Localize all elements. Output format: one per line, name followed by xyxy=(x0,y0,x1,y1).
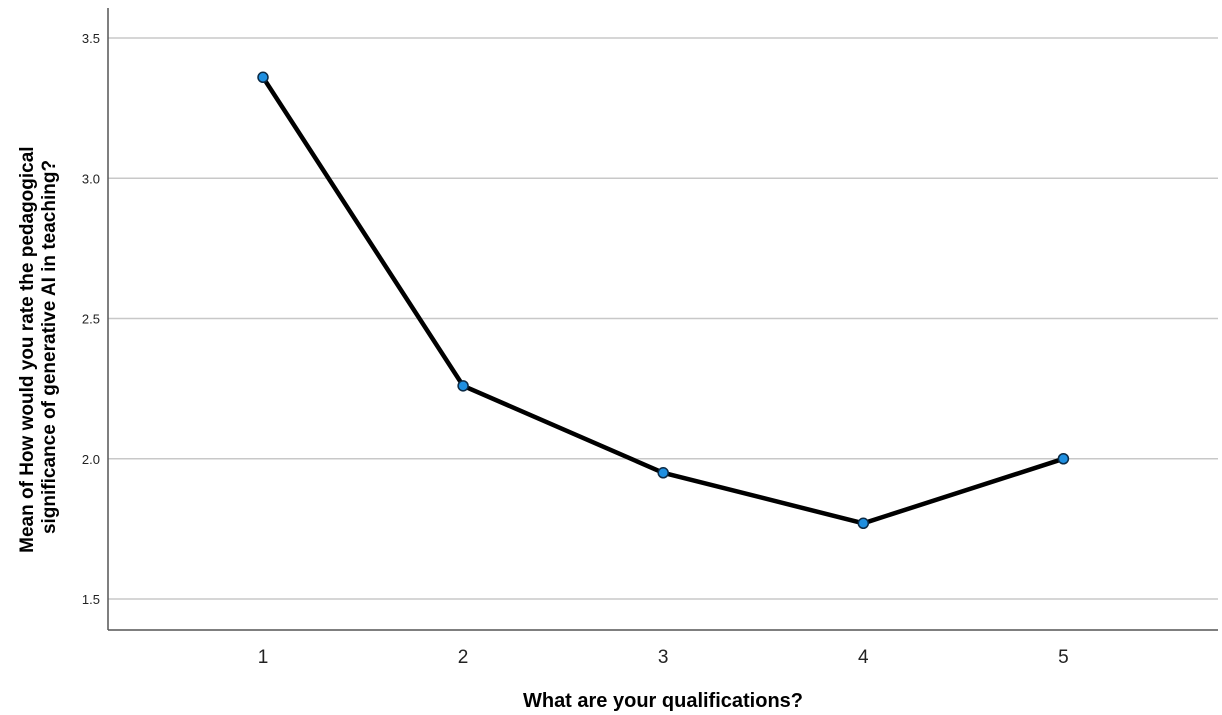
y-tick-labels: 1.5 2.0 2.5 3.0 3.5 xyxy=(82,31,100,607)
series-line-0 xyxy=(260,75,1066,526)
data-point-2 xyxy=(457,380,469,392)
series xyxy=(260,75,1066,526)
data-point-1 xyxy=(257,71,269,84)
x-tick-label-2: 2 xyxy=(458,647,469,668)
x-tick-label-1: 1 xyxy=(258,647,269,668)
data-point-5 xyxy=(1057,453,1070,465)
data-points xyxy=(257,71,1070,530)
y-tick-label-3.0: 3.0 xyxy=(82,171,100,186)
gridlines xyxy=(108,37,1218,600)
y-tick-label-2.0: 2.0 xyxy=(82,452,100,467)
data-point-3 xyxy=(657,467,669,479)
data-point-4 xyxy=(857,517,870,530)
y-tick-label-2.5: 2.5 xyxy=(82,312,100,327)
x-tick-label-4: 4 xyxy=(858,647,869,668)
x-tick-label-3: 3 xyxy=(658,647,669,668)
axes xyxy=(107,8,1218,631)
x-axis-title: What are your qualifications? xyxy=(523,690,803,712)
y-axis-title-line-1: Mean of How would you rate the pedagogic… xyxy=(17,146,38,552)
y-tick-label-1.5: 1.5 xyxy=(82,592,100,607)
y-axis-title-line-2: significance of generative AI in teachin… xyxy=(39,160,60,534)
y-tick-label-3.5: 3.5 xyxy=(82,31,100,46)
y-axis-title: Mean of How would you rate the pedagogic… xyxy=(17,141,60,553)
x-tick-label-5: 5 xyxy=(1058,647,1069,668)
x-tick-labels: 1 2 3 4 5 xyxy=(258,647,1069,668)
